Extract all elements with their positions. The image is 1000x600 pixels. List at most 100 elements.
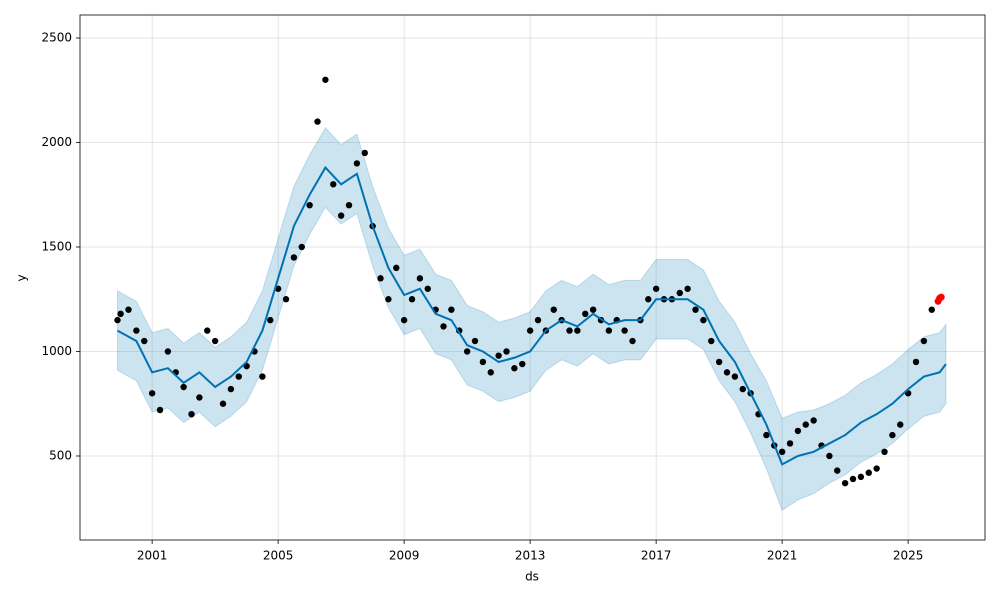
observed-point [534, 316, 542, 324]
observed-point [550, 306, 557, 313]
observed-point [834, 467, 841, 474]
observed-point [589, 306, 597, 313]
observed-point [794, 427, 802, 435]
observed-point [873, 465, 880, 472]
observed-point [385, 296, 392, 303]
observed-point [645, 296, 652, 303]
observed-point [416, 275, 424, 282]
observed-point [204, 327, 211, 334]
y-tick-label: 2500 [41, 30, 72, 44]
observed-point [400, 316, 408, 324]
observed-point [566, 327, 573, 334]
plot-layer [80, 15, 985, 540]
observed-point [920, 337, 928, 345]
observed-point [424, 285, 431, 292]
observed-point [298, 243, 305, 251]
uncertainty-band [116, 127, 947, 512]
observed-point [133, 327, 140, 334]
observed-point [897, 421, 904, 428]
observed-point [778, 448, 786, 456]
observed-point [692, 306, 699, 313]
observed-point [306, 201, 313, 209]
observed-point [259, 373, 266, 380]
observed-point [148, 390, 156, 397]
observed-point [114, 316, 121, 324]
plot-area [80, 15, 985, 540]
observed-point [849, 475, 857, 483]
observed-point [495, 352, 502, 359]
observed-point [881, 448, 888, 456]
observed-point [164, 348, 172, 355]
observed-point [337, 212, 345, 219]
observed-point [125, 306, 132, 313]
observed-point [841, 479, 849, 487]
observed-point [912, 358, 920, 366]
x-tick-label: 2009 [389, 549, 420, 563]
y-tick-label: 500 [49, 448, 72, 462]
observed-point [408, 296, 416, 303]
observed-point [487, 369, 494, 376]
observed-point [723, 369, 731, 376]
observed-point [889, 431, 896, 439]
observed-point [802, 421, 809, 428]
observed-point [180, 383, 187, 391]
observed-point [786, 440, 794, 447]
recent-point [937, 293, 945, 301]
observed-point [684, 285, 691, 292]
observed-point [621, 327, 628, 334]
observed-point [519, 360, 526, 368]
observed-point [188, 410, 195, 418]
observed-point [526, 327, 534, 334]
observed-point [227, 385, 235, 393]
plot-frame [79, 14, 986, 541]
x-tick-label: 2005 [263, 549, 294, 563]
x-axis-label: ds [525, 570, 539, 584]
observed-point [865, 469, 872, 476]
observed-point [763, 431, 770, 439]
x-tick-label: 2013 [515, 549, 546, 563]
y-tick-label: 1000 [41, 344, 72, 358]
observed-point [274, 285, 282, 292]
observed-point [676, 289, 683, 297]
observed-point [826, 452, 833, 460]
x-tick-label: 2025 [893, 549, 924, 563]
observed-point [314, 118, 321, 125]
observed-point [511, 365, 518, 372]
observed-point [503, 348, 510, 355]
observed-point [219, 400, 227, 407]
observed-point [141, 337, 148, 345]
y-tick-label: 1500 [41, 239, 72, 253]
x-tick-label: 2001 [137, 549, 168, 563]
y-axis-label: y [15, 274, 29, 281]
observed-point [377, 275, 384, 282]
observed-point [715, 358, 723, 366]
observed-point [361, 149, 368, 157]
observed-point [235, 373, 242, 380]
observed-point [928, 306, 935, 313]
observed-point [708, 337, 715, 345]
x-tick-label: 2021 [767, 549, 798, 563]
observed-point [156, 406, 164, 414]
observed-point [282, 296, 290, 303]
observed-point [353, 160, 361, 167]
observed-point [196, 394, 203, 401]
observed-point [211, 337, 219, 345]
forecast-line [117, 165, 947, 466]
observed-point [322, 76, 329, 83]
observed-point [739, 385, 746, 393]
observed-point [605, 327, 613, 334]
observed-point [117, 310, 124, 318]
observed-point [582, 310, 589, 318]
observed-point [479, 358, 487, 366]
x-tick-label: 2017 [641, 549, 672, 563]
observed-point [652, 285, 660, 292]
observed-point [463, 348, 471, 355]
y-tick-label: 2000 [41, 135, 72, 149]
observed-point [700, 316, 707, 324]
observed-point [267, 316, 274, 324]
observed-point [448, 306, 455, 313]
observed-point [345, 201, 353, 209]
observed-point [857, 473, 865, 481]
observed-point [810, 417, 817, 424]
